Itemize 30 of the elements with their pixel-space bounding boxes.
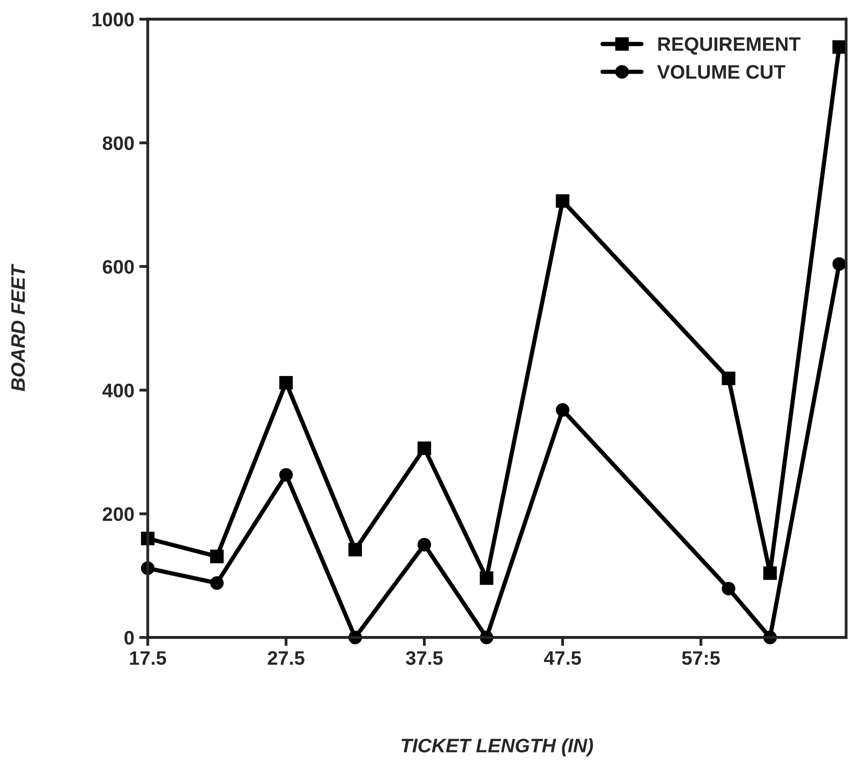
x-tick-label: 27.5 <box>268 651 304 665</box>
y-tick-label: 600 <box>102 260 134 274</box>
point <box>480 571 494 585</box>
x-tick-label: 47.5 <box>544 651 581 665</box>
y-tick-label: 400 <box>102 384 134 398</box>
point <box>279 376 293 390</box>
y-tick-label: 800 <box>102 136 134 150</box>
legend-label: REQUIREMENT <box>658 37 800 55</box>
point <box>279 468 293 482</box>
y-tick-label: 0 <box>124 630 134 645</box>
legend-label: VOLUME CUT <box>657 65 786 79</box>
point <box>210 576 224 590</box>
point <box>418 538 432 552</box>
x-tick-label: 37.5 <box>406 651 443 665</box>
y-tick-label: 200 <box>102 507 134 522</box>
point <box>556 194 570 208</box>
x-tick-label: 57:5 <box>682 651 720 665</box>
point <box>722 372 736 386</box>
x-tick-label: 17.5 <box>130 651 166 665</box>
x-axis-title: TICKET LENGTH (IN) <box>402 738 594 756</box>
y-axis-title: BOARD FEET <box>11 264 25 392</box>
point <box>556 403 570 417</box>
point <box>210 550 224 564</box>
point <box>348 542 362 556</box>
point <box>418 441 432 456</box>
point <box>722 582 736 596</box>
y-tick-label: 1000 <box>92 12 134 26</box>
point <box>832 40 846 54</box>
point <box>763 566 777 580</box>
point <box>832 257 846 271</box>
